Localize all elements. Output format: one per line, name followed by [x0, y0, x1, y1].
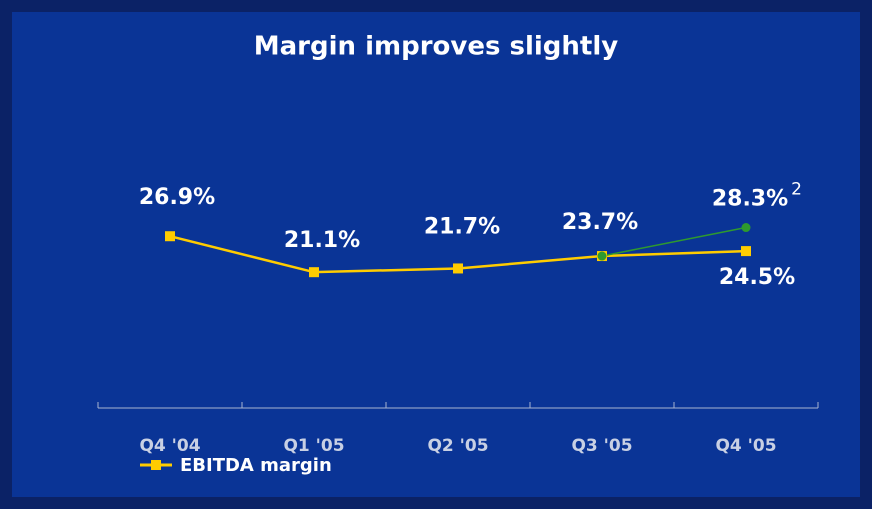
chart-title: Margin improves slightly [254, 32, 618, 62]
x-tick-label: Q1 '05 [283, 436, 344, 456]
x-tick-label: Q2 '05 [427, 436, 488, 456]
series-line [601, 226, 747, 257]
marker [597, 251, 607, 261]
data-label: 24.5% [719, 265, 795, 290]
marker [741, 246, 751, 257]
x-tick-label: Q4 '04 [139, 436, 200, 456]
marker [165, 231, 175, 242]
x-tick-label: Q3 '05 [571, 436, 632, 456]
data-label: 21.7% [424, 214, 500, 239]
data-label: 26.9% [139, 185, 215, 210]
annotation: 2 [791, 180, 802, 200]
panel [12, 12, 860, 497]
legend-label: EBITDA margin [180, 455, 332, 476]
marker [453, 263, 463, 274]
x-tick-label: Q4 '05 [715, 436, 776, 456]
x-axis [97, 402, 819, 409]
data-label: 28.3% [712, 187, 788, 212]
legend-marker [151, 460, 161, 470]
marker [309, 267, 319, 278]
data-label: 21.1% [284, 228, 360, 253]
data-label: 23.7% [562, 210, 638, 235]
marker [741, 223, 751, 233]
